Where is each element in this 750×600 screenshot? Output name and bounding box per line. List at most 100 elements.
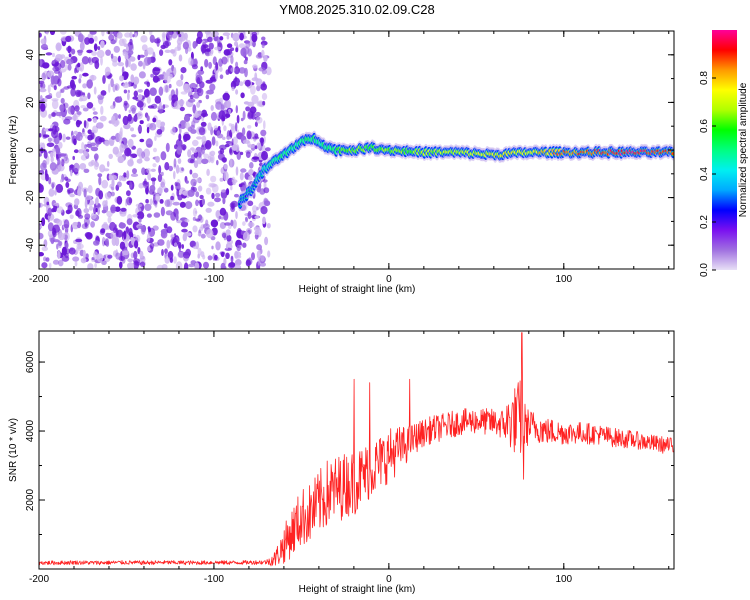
noise-speckle — [205, 47, 211, 53]
noise-speckle — [176, 145, 183, 155]
noise-speckle — [234, 41, 238, 47]
noise-speckle — [39, 232, 44, 240]
noise-speckle — [149, 34, 155, 44]
noise-speckle — [88, 161, 94, 167]
noise-speckle — [127, 262, 135, 269]
noise-speckle — [235, 89, 239, 95]
noise-speckle — [123, 100, 128, 106]
colorbar-tick-label: 0.0 — [699, 263, 710, 277]
noise-speckle — [156, 264, 164, 269]
noise-speckle — [56, 243, 59, 250]
noise-speckle — [183, 251, 190, 259]
noise-speckle — [39, 252, 44, 257]
noise-speckle — [130, 63, 137, 71]
noise-speckle — [245, 40, 251, 49]
noise-speckle — [79, 74, 82, 79]
noise-speckle — [211, 245, 214, 250]
spectrogram-x-tick-label: 0 — [386, 274, 392, 285]
noise-speckle — [240, 151, 244, 156]
noise-speckle — [154, 200, 157, 205]
noise-speckle — [100, 56, 103, 66]
noise-speckle — [144, 203, 152, 211]
noise-speckle — [244, 67, 248, 78]
noise-speckle — [179, 125, 182, 135]
noise-speckle — [211, 192, 215, 200]
noise-speckle — [39, 133, 42, 138]
noise-speckle — [126, 170, 130, 180]
noise-speckle — [222, 197, 226, 205]
noise-speckle — [181, 167, 184, 172]
noise-speckle — [141, 44, 148, 52]
noise-speckle — [49, 31, 56, 35]
noise-speckle — [165, 210, 173, 216]
noise-speckle — [137, 111, 143, 120]
noise-speckle — [239, 81, 244, 87]
noise-speckle — [137, 225, 145, 229]
noise-speckle — [179, 106, 185, 112]
noise-speckle — [40, 43, 48, 50]
noise-speckle — [47, 84, 51, 94]
noise-speckle — [262, 216, 266, 225]
noise-speckle — [119, 261, 123, 269]
noise-speckle — [246, 130, 252, 140]
noise-speckle — [193, 160, 199, 169]
noise-speckle — [226, 43, 233, 48]
noise-speckle — [248, 175, 253, 181]
noise-speckle — [208, 182, 216, 188]
noise-speckle — [55, 91, 62, 99]
noise-speckle — [61, 246, 67, 256]
noise-speckle — [146, 233, 151, 243]
noise-speckle — [224, 247, 232, 251]
noise-speckle — [58, 141, 63, 149]
noise-speckle — [133, 90, 138, 98]
noise-speckle — [93, 160, 99, 170]
noise-speckle — [159, 49, 164, 56]
noise-speckle — [169, 257, 174, 263]
noise-speckle — [118, 222, 126, 229]
noise-speckle — [202, 114, 206, 118]
noise-speckle — [43, 150, 48, 159]
noise-speckle — [230, 200, 239, 208]
noise-speckle — [170, 195, 175, 201]
noise-speckle — [48, 262, 52, 269]
noise-speckle — [222, 32, 231, 36]
noise-speckle — [77, 214, 84, 219]
noise-speckle — [67, 45, 72, 54]
noise-speckle — [162, 104, 166, 110]
noise-speckle — [236, 244, 241, 252]
noise-speckle — [45, 31, 49, 35]
noise-speckle — [153, 212, 161, 218]
noise-speckle — [126, 196, 132, 206]
noise-speckle — [229, 148, 232, 154]
noise-speckle — [125, 226, 129, 234]
noise-speckle — [69, 214, 74, 220]
noise-speckle — [221, 56, 228, 65]
noise-speckle — [228, 224, 232, 229]
noise-speckle — [75, 238, 83, 243]
noise-speckle — [247, 211, 252, 220]
noise-speckle — [102, 200, 107, 208]
noise-speckle — [173, 170, 176, 180]
noise-speckle — [205, 207, 212, 213]
noise-speckle — [73, 162, 80, 173]
noise-speckle — [84, 37, 91, 45]
noise-speckle — [139, 250, 144, 259]
noise-speckle — [163, 84, 170, 93]
noise-speckle — [202, 223, 210, 229]
noise-speckle — [187, 98, 196, 103]
noise-speckle — [146, 115, 150, 122]
noise-speckle — [119, 241, 126, 250]
noise-speckle — [136, 101, 144, 108]
noise-speckle — [117, 62, 125, 67]
noise-speckle — [51, 98, 59, 102]
noise-speckle — [256, 85, 261, 92]
noise-speckle — [79, 41, 85, 51]
noise-speckle — [47, 222, 54, 232]
noise-speckle — [161, 249, 164, 256]
noise-speckle — [51, 148, 56, 152]
noise-speckle — [215, 192, 221, 198]
noise-speckle — [252, 40, 256, 48]
noise-speckle — [118, 136, 123, 144]
noise-speckle — [104, 192, 112, 200]
noise-speckle — [224, 222, 232, 226]
